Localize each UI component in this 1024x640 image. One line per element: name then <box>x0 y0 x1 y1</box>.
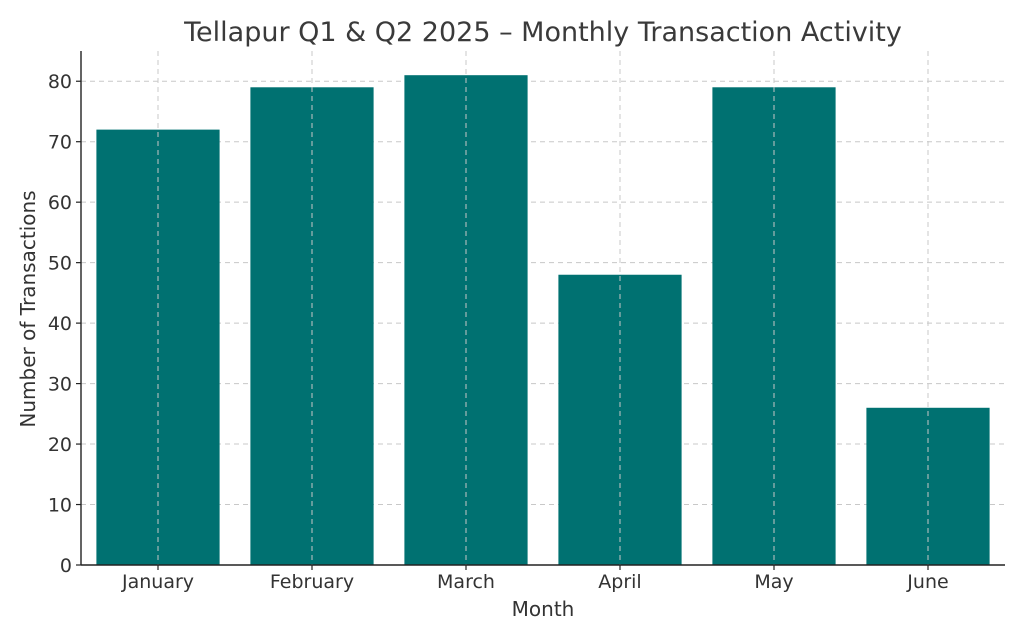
vertical-grid-layer <box>157 51 929 565</box>
y-tick-label: 0 <box>60 555 72 577</box>
x-tick-label: February <box>270 571 354 593</box>
y-ticks-layer: 0 10 20 30 40 50 60 70 80 <box>48 71 81 577</box>
bars-layer <box>96 75 990 566</box>
y-tick-label: 60 <box>48 192 72 214</box>
axes-layer <box>80 51 1005 566</box>
x-tick-label: June <box>906 571 948 593</box>
y-tick-label: 80 <box>48 71 72 93</box>
y-tick-label: 30 <box>48 374 72 396</box>
chart-title: Tellapur Q1 & Q2 2025 – Monthly Transact… <box>183 17 902 48</box>
y-tick-label: 50 <box>48 253 72 275</box>
y-tick-label: 10 <box>48 495 72 517</box>
x-ticks-layer: January February March April May June <box>121 565 949 593</box>
bar-march <box>404 75 528 565</box>
y-tick-label: 70 <box>48 132 72 154</box>
x-tick-label: January <box>121 571 194 593</box>
y-tick-label: 40 <box>48 313 72 335</box>
x-tick-label: March <box>437 571 495 593</box>
y-axis-label: Number of Transactions <box>16 190 40 427</box>
x-axis-label: Month <box>512 597 575 621</box>
x-tick-label: May <box>754 571 793 593</box>
y-tick-label: 20 <box>48 434 72 456</box>
grid-layer <box>81 80 1005 566</box>
bar-january <box>96 129 220 566</box>
x-tick-label: April <box>598 571 641 593</box>
